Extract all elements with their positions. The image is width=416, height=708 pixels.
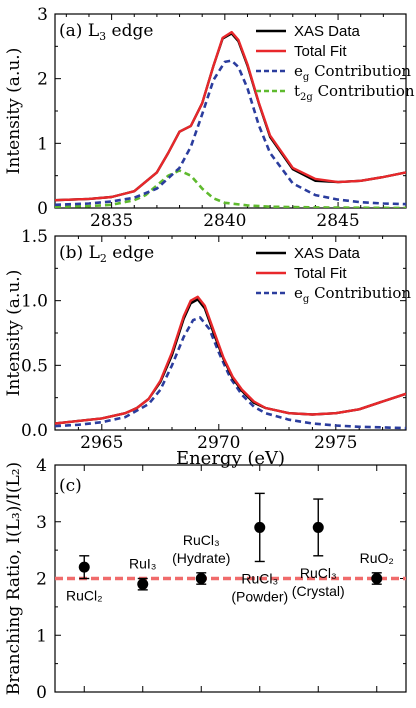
- point-label: RuI₃: [129, 556, 157, 572]
- y-tick-label: 3: [36, 513, 47, 533]
- data-point: [254, 521, 266, 533]
- panel-c-branching-ratio: 0 1 2 3 4 Branching Ratio, I(L₃)/I(L₂) (c) RuCl…: [4, 456, 407, 703]
- data-point: [312, 521, 324, 533]
- x-tick-label: 2965: [80, 433, 123, 453]
- point-label: RuCl₃ (Powder): [231, 570, 288, 604]
- y-tick-label: 1.5: [21, 227, 48, 247]
- point-label: RuO₂: [360, 550, 394, 566]
- y-axis-label: Intensity (a.u.): [4, 48, 24, 175]
- panel-title: (b) L2 edge: [59, 243, 154, 265]
- legend-label-xas-data: XAS Data: [294, 23, 361, 40]
- point-label: RuCl₃ (Crystal): [292, 565, 345, 599]
- data-point: [78, 561, 90, 573]
- x-tick-label: 2970: [197, 433, 240, 453]
- series-line-e-g-contribution: [55, 316, 406, 430]
- y-axis-label: Branching Ratio, I(L₃)/I(L₂): [4, 462, 24, 695]
- series-line-xas-data: [55, 32, 406, 202]
- y-tick-label: 0: [37, 199, 48, 219]
- y-tick-label: 0.5: [21, 356, 48, 376]
- y-tick-label: 2: [36, 570, 47, 590]
- panel-title: (c): [59, 476, 82, 496]
- panel-a-l3-edge: 0 1 2 3 2835 2840 2845 Intensity (a.u.) (a) L3 e…: [4, 5, 415, 231]
- plot-frame: [54, 235, 407, 431]
- x-tick-label: 2835: [90, 211, 133, 231]
- y-tick-label: 2: [37, 70, 48, 90]
- y-tick-label: 3: [37, 5, 48, 25]
- y-tick-label: 1.0: [21, 292, 48, 312]
- data-point: [195, 573, 207, 584]
- panel-b-l2-edge: 0.0 0.5 1.0 1.5 2965 2970 2975 Intensity (a.u.)…: [4, 227, 411, 469]
- plot-frame: [54, 13, 407, 209]
- x-tick-label: 2975: [314, 433, 357, 453]
- y-tick-label: 4: [36, 456, 47, 476]
- data-point: [371, 573, 383, 584]
- legend-label-t-2g-contribution: t2g Contribution: [294, 82, 415, 103]
- legend-label-e-g-contribution: eg Contribution: [294, 284, 411, 305]
- series-line-xas-data: [55, 298, 406, 425]
- point-label: RuCl₂: [66, 588, 103, 604]
- point-label: RuCl₃ (Hydrate): [172, 532, 230, 566]
- y-tick-label: 0: [36, 683, 47, 703]
- series-line-total-fit: [55, 30, 406, 202]
- x-axis-label: Energy (eV): [176, 448, 285, 469]
- legend-label-e-g-contribution: eg Contribution: [294, 62, 411, 83]
- legend-label-xas-data: XAS Data: [294, 245, 361, 262]
- series-line-total-fit: [55, 295, 406, 425]
- y-tick-label: 1: [36, 626, 47, 646]
- legend-label-total-fit: Total Fit: [294, 43, 347, 60]
- y-tick-label: 1: [37, 134, 48, 154]
- series-line-t-2g-contribution: [55, 169, 406, 208]
- y-tick-label: 0.0: [21, 421, 48, 441]
- data-point: [137, 578, 149, 590]
- y-axis-label: Intensity (a.u.): [4, 270, 24, 397]
- x-tick-label: 2840: [203, 211, 246, 231]
- x-tick-label: 2845: [316, 211, 359, 231]
- panel-title: (a) L3 edge: [59, 21, 153, 43]
- legend-label-total-fit: Total Fit: [294, 265, 347, 282]
